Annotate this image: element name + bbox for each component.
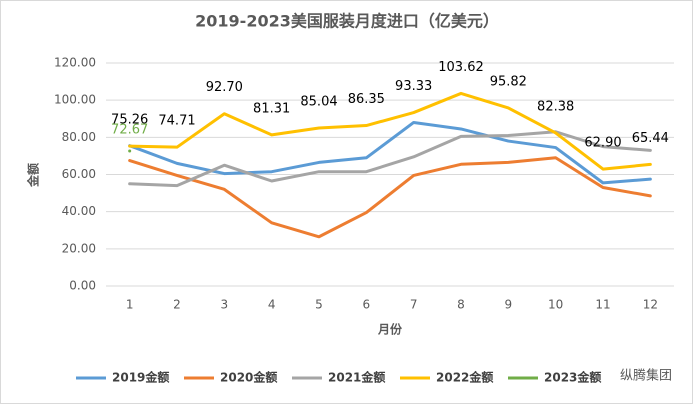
y-tick-label: 120.00 (54, 56, 96, 70)
legend-label: 2022金额 (436, 370, 493, 385)
x-tick-label: 1 (126, 298, 134, 312)
data-label: 86.35 (348, 92, 385, 107)
x-tick-label: 2 (173, 298, 181, 312)
line-series (128, 130, 652, 188)
watermark: 纵腾集团 (620, 368, 672, 384)
line-series (128, 91, 652, 171)
x-tick-label: 10 (548, 298, 563, 312)
x-axis-label: 月份 (377, 322, 403, 337)
y-tick-label: 40.00 (62, 204, 96, 218)
data-label: 72.67 (111, 122, 148, 137)
x-tick-label: 12 (643, 298, 658, 312)
data-label: 81.31 (253, 101, 290, 116)
data-label: 93.33 (395, 79, 432, 94)
legend-label: 2020金额 (220, 370, 277, 385)
legend-label: 2023金额 (544, 370, 601, 385)
y-axis-label: 金额 (26, 163, 41, 188)
legend-label: 2021金额 (328, 370, 385, 385)
legend-label: 2019金额 (112, 370, 169, 385)
y-tick-label: 80.00 (62, 130, 96, 144)
x-tick-label: 4 (268, 298, 276, 312)
y-tick-label: 60.00 (62, 167, 96, 181)
data-label: 82.38 (537, 99, 574, 114)
data-label: 65.44 (632, 131, 669, 146)
chart-title: 2019-2023美国服装月度进口（亿美元） (195, 12, 499, 31)
line-series (128, 156, 652, 239)
data-label: 75.26 (111, 113, 148, 128)
x-tick-label: 11 (595, 298, 610, 312)
data-label: 74.71 (158, 114, 195, 129)
x-tick-label: 5 (315, 298, 323, 312)
x-tick-label: 9 (505, 298, 513, 312)
x-tick-label: 3 (221, 298, 229, 312)
data-label: 92.70 (206, 80, 243, 95)
line-series (128, 120, 652, 185)
data-label: 62.90 (584, 136, 621, 151)
y-tick-label: 0.00 (69, 279, 96, 293)
data-label: 85.04 (300, 94, 337, 109)
x-tick-label: 7 (410, 298, 418, 312)
x-tick-label: 6 (363, 298, 371, 312)
data-label: 95.82 (490, 74, 527, 89)
data-label: 103.62 (438, 60, 484, 75)
x-tick-label: 8 (457, 298, 465, 312)
y-tick-label: 20.00 (62, 241, 96, 255)
y-tick-label: 100.00 (54, 93, 96, 107)
